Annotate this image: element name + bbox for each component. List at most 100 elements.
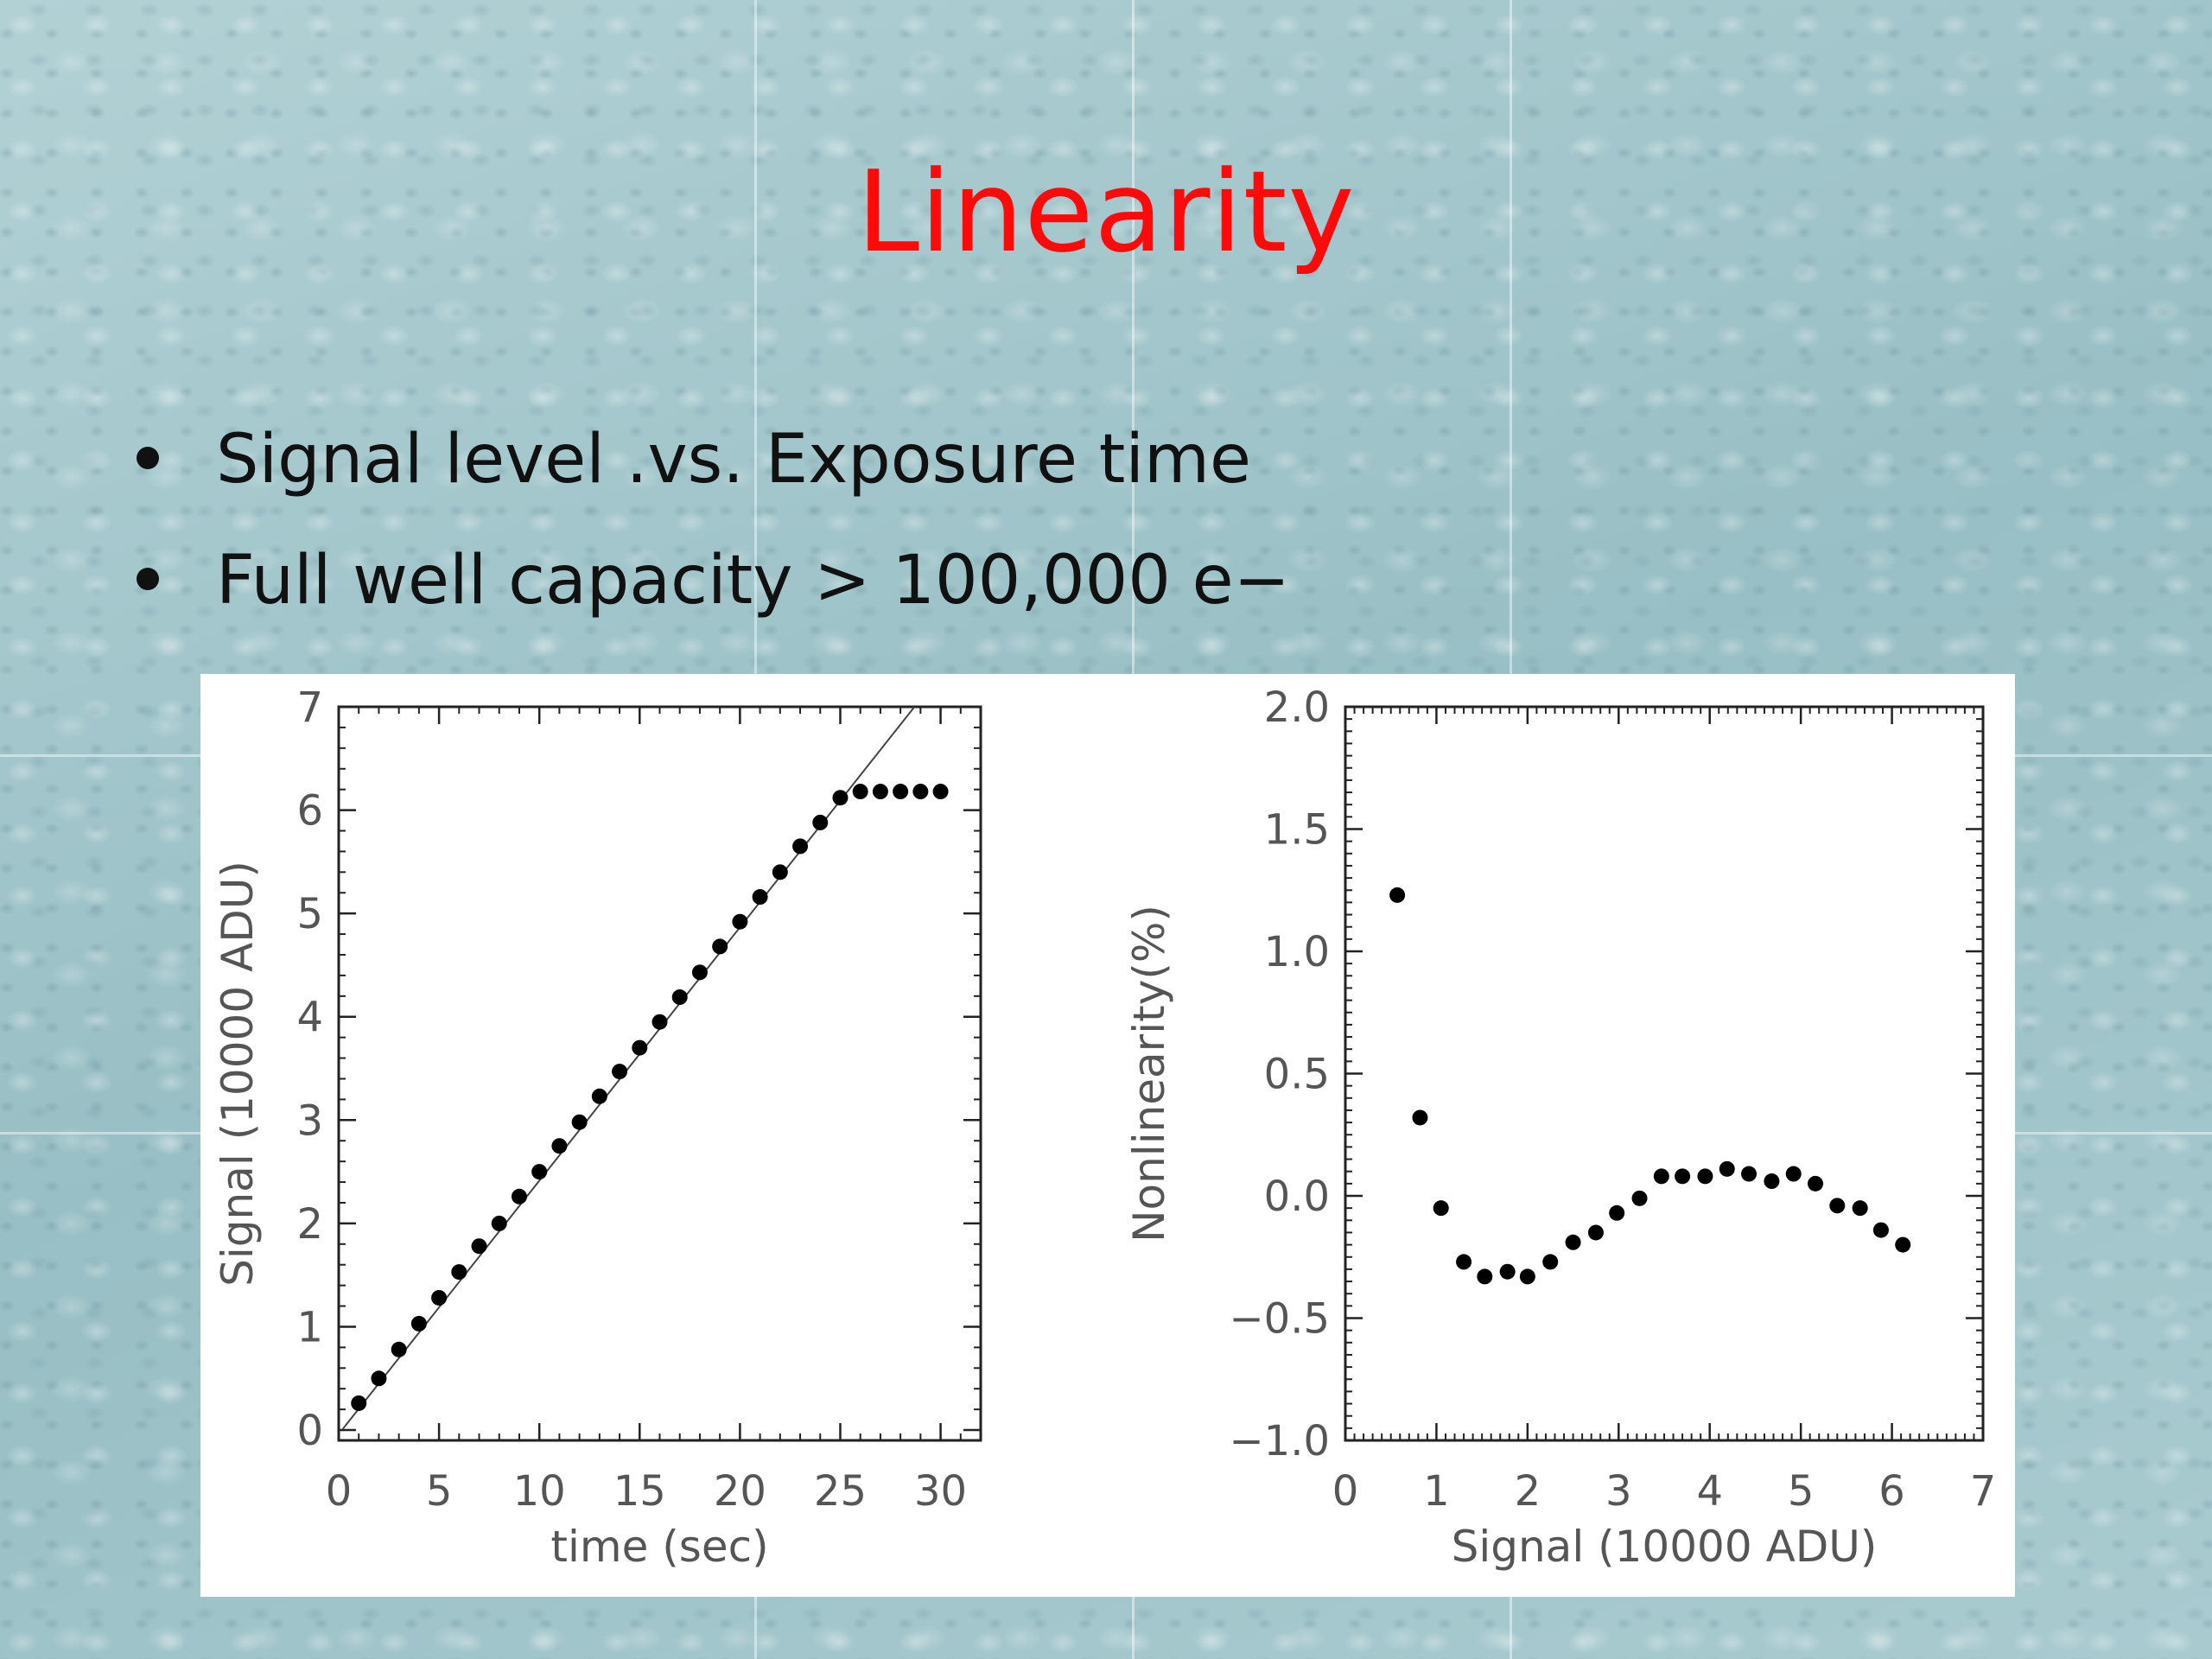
data-point xyxy=(1499,1263,1516,1280)
data-point xyxy=(632,1039,648,1056)
data-point xyxy=(491,1215,507,1231)
x-tick-label: 5 xyxy=(1788,1467,1815,1516)
x-tick-label: 7 xyxy=(1970,1467,1997,1516)
data-point xyxy=(511,1188,527,1205)
y-tick-label: 1.0 xyxy=(1264,928,1330,976)
data-point xyxy=(1764,1173,1780,1190)
data-point xyxy=(732,913,748,930)
x-axis-label: time (sec) xyxy=(550,1522,768,1572)
y-tick-label: −0.5 xyxy=(1229,1295,1330,1344)
data-point xyxy=(1719,1160,1735,1177)
data-point xyxy=(712,938,728,955)
data-point xyxy=(671,989,688,1006)
y-tick-label: 1 xyxy=(296,1303,323,1351)
data-point xyxy=(792,838,809,855)
data-point xyxy=(752,889,768,906)
y-tick-label: 1.5 xyxy=(1264,806,1330,855)
figure-panel: 0 5 10 15 20 25 30 0 1 2 3 4 5 6 7 time (sec) Signal (10… xyxy=(200,674,2015,1597)
data-point xyxy=(1412,1109,1428,1126)
y-tick-label: 5 xyxy=(296,890,323,938)
signal-vs-time-chart: 0 5 10 15 20 25 30 0 1 2 3 4 5 6 7 time (sec) Signal (10… xyxy=(213,683,982,1572)
y-tick-label: 0 xyxy=(296,1407,323,1455)
data-point xyxy=(912,784,929,800)
data-point xyxy=(612,1064,628,1080)
data-point xyxy=(812,814,829,830)
y-tick-label: 7 xyxy=(296,683,323,732)
x-tick-label: 3 xyxy=(1605,1467,1632,1516)
plot-frame xyxy=(337,705,982,1442)
data-point xyxy=(1565,1234,1581,1250)
data-point xyxy=(551,1138,568,1154)
data-point xyxy=(1631,1190,1648,1206)
data-point xyxy=(1433,1200,1449,1217)
x-tick-label: 0 xyxy=(326,1467,353,1516)
x-tick-label: 0 xyxy=(1332,1467,1359,1516)
data-point xyxy=(471,1238,487,1255)
y-tick-label: 2.0 xyxy=(1264,683,1330,732)
y-tick-label: 6 xyxy=(296,787,323,836)
data-point xyxy=(1741,1166,1758,1182)
data-point xyxy=(1895,1236,1911,1253)
data-point xyxy=(410,1315,427,1332)
data-point xyxy=(1653,1168,1669,1185)
data-point xyxy=(531,1164,548,1180)
data-point xyxy=(1389,887,1406,903)
data-point xyxy=(431,1289,448,1306)
data-point xyxy=(1872,1222,1889,1238)
y-tick-label: 3 xyxy=(296,1096,323,1145)
x-tick-label: 5 xyxy=(426,1467,453,1516)
y-tick-label: 4 xyxy=(296,994,323,1042)
data-point xyxy=(832,790,849,806)
bullet-dot-icon xyxy=(137,447,159,469)
y-tick-label: 0.5 xyxy=(1264,1051,1330,1099)
data-point xyxy=(591,1088,607,1104)
bullet-item: Signal level .vs. Exposure time xyxy=(130,399,1290,520)
bullet-text: Signal level .vs. Exposure time xyxy=(216,421,1251,499)
x-tick-label: 4 xyxy=(1696,1467,1723,1516)
x-tick-label: 6 xyxy=(1878,1467,1905,1516)
data-point xyxy=(1852,1200,1868,1217)
data-point xyxy=(893,784,909,800)
y-axis-label: Nonlinearity(%) xyxy=(1124,905,1174,1243)
data-point xyxy=(351,1395,367,1411)
data-point xyxy=(772,864,788,880)
data-point xyxy=(371,1370,387,1387)
data-point xyxy=(1609,1205,1625,1221)
data-point xyxy=(1675,1168,1691,1185)
bullet-dot-icon xyxy=(137,568,159,590)
plot-frame xyxy=(1344,705,1985,1442)
data-point xyxy=(1697,1168,1713,1185)
data-point xyxy=(1456,1254,1472,1270)
nonlinearity-chart: 0 1 2 3 4 5 6 7 −1.0 −0.5 0.0 0.5 1.0 1.5 2.0 Signal (1… xyxy=(1124,683,1996,1572)
data-point xyxy=(932,784,949,800)
y-tick-label: −1.0 xyxy=(1229,1417,1330,1465)
bullet-list: Signal level .vs. Exposure time Full wel… xyxy=(130,399,1290,641)
data-point xyxy=(1785,1166,1802,1182)
data-point xyxy=(1829,1198,1846,1214)
x-tick-label: 1 xyxy=(1423,1467,1450,1516)
y-axis-label: Signal (10000 ADU) xyxy=(213,861,263,1287)
bullet-item: Full well capacity > 100,000 e− xyxy=(130,520,1290,641)
data-point xyxy=(691,964,708,981)
data-point xyxy=(872,784,888,800)
data-point xyxy=(1477,1268,1493,1285)
data-point xyxy=(571,1114,588,1130)
data-point xyxy=(1519,1268,1535,1285)
x-axis-label: Signal (10000 ADU) xyxy=(1452,1522,1878,1572)
slide-title: Linearity xyxy=(856,146,1356,277)
y-tick-label: 2 xyxy=(296,1200,323,1249)
x-tick-label: 15 xyxy=(613,1467,666,1516)
data-point xyxy=(652,1014,668,1030)
x-tick-label: 2 xyxy=(1515,1467,1541,1516)
data-point xyxy=(852,784,868,800)
x-tick-label: 25 xyxy=(814,1467,867,1516)
x-tick-label: 20 xyxy=(714,1467,766,1516)
fit-line xyxy=(341,707,916,1430)
data-point xyxy=(1542,1254,1559,1270)
data-point xyxy=(451,1264,467,1281)
y-tick-label: 0.0 xyxy=(1264,1173,1330,1221)
x-tick-label: 10 xyxy=(513,1467,566,1516)
data-point xyxy=(1808,1175,1824,1192)
data-point xyxy=(1587,1224,1604,1241)
bullet-text: Full well capacity > 100,000 e− xyxy=(216,542,1291,620)
